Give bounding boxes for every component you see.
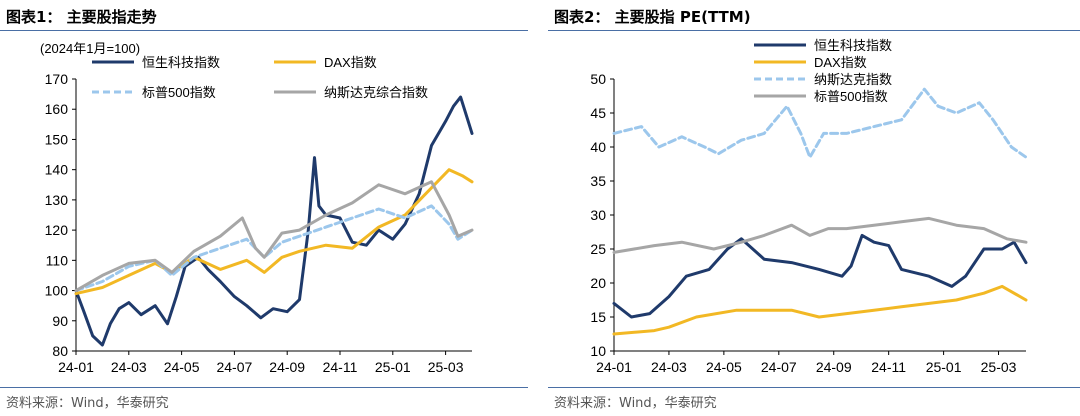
y-tick-label: 25 [590, 241, 606, 257]
y-tick-label: 130 [45, 192, 69, 208]
legend-label: 标普500指数 [814, 89, 888, 104]
y-tick-label: 120 [45, 222, 69, 238]
legend-label: 标普500指数 [142, 85, 216, 100]
y-tick-label: 80 [52, 343, 68, 359]
y-tick-label: 20 [590, 275, 606, 291]
bottom-divider [0, 387, 528, 388]
source-note: 资料来源：Wind，华泰研究 [554, 396, 717, 411]
x-tick-label: 24-03 [111, 359, 147, 375]
y-tick-label: 30 [590, 207, 606, 223]
x-tick-label: 24-09 [269, 359, 305, 375]
y-tick-label: 170 [45, 71, 69, 87]
title-divider [0, 30, 528, 31]
legend-label: DAX指数 [324, 55, 377, 70]
x-tick-label: 25-03 [981, 359, 1017, 375]
y-tick-label: 100 [45, 283, 69, 299]
y-tick-label: 10 [590, 343, 606, 359]
y-tick-label: 50 [590, 71, 606, 87]
y-tick-label: 140 [45, 162, 69, 178]
series-line-1 [612, 233, 1028, 319]
series-line-3 [74, 204, 474, 293]
x-tick-label: 25-01 [375, 359, 411, 375]
panel-pe-ttm: 图表2： 主要股指 PE(TTM) 10 15 20 25 30 35 40 45 50 24-0… [548, 0, 1080, 416]
source-note: 资料来源：Wind，华泰研究 [6, 396, 169, 411]
x-tick-label: 24-01 [596, 359, 632, 375]
x-tick-label: 24-07 [216, 359, 252, 375]
panel-stock-index-trend: 图表1： 主要股指走势 (2024年1月=100) 80 90 100 110 120 13… [0, 0, 530, 416]
y-tick-label: 40 [590, 139, 606, 155]
y-tick-label: 110 [46, 252, 69, 268]
legend-label: 恒生科技指数 [814, 38, 892, 53]
legend-label: DAX指数 [814, 55, 867, 70]
x-tick-label: 24-05 [706, 359, 742, 375]
x-tick-label: 25-01 [926, 359, 962, 375]
y-tick-label: 15 [590, 309, 606, 325]
bottom-divider [548, 387, 1080, 388]
x-tick-label: 24-01 [58, 359, 94, 375]
x-tick-label: 24-11 [871, 359, 906, 375]
x-tick-label: 25-03 [428, 359, 464, 375]
series-line-1 [74, 95, 474, 347]
x-tick-label: 24-05 [164, 359, 200, 375]
legend-label: 纳斯达克综合指数 [324, 85, 428, 100]
series-line-4 [612, 216, 1028, 254]
x-tick-label: 24-03 [651, 359, 687, 375]
y-tick-label: 35 [590, 173, 606, 189]
y-tick-label: 150 [45, 131, 69, 147]
y-tick-label: 90 [52, 313, 68, 329]
x-tick-label: 24-09 [816, 359, 852, 375]
series-line-2 [74, 168, 474, 296]
series-line-2 [612, 284, 1028, 336]
title-divider [548, 30, 1080, 31]
line-chart-index-trend: (2024年1月=100) 80 90 100 110 120 130 140 150 160 17… [40, 41, 474, 375]
legend-label: 恒生科技指数 [142, 55, 220, 70]
line-chart-pe-ttm: 10 15 20 25 30 35 40 45 50 24-01 24-03 24-05 24-07 24… [590, 38, 1028, 375]
y-tick-label: 160 [45, 101, 69, 117]
series-line-3 [612, 87, 1028, 159]
x-tick-label: 24-11 [323, 359, 358, 375]
legend-label: 纳斯达克指数 [814, 72, 892, 87]
series-line-4 [74, 180, 474, 293]
x-tick-label: 24-07 [761, 359, 797, 375]
chart-title: 图表2： 主要股指 PE(TTM) [554, 8, 751, 26]
chart-subtitle: (2024年1月=100) [40, 41, 140, 56]
y-tick-label: 45 [590, 105, 606, 121]
chart-title: 图表1： 主要股指走势 [6, 8, 157, 26]
